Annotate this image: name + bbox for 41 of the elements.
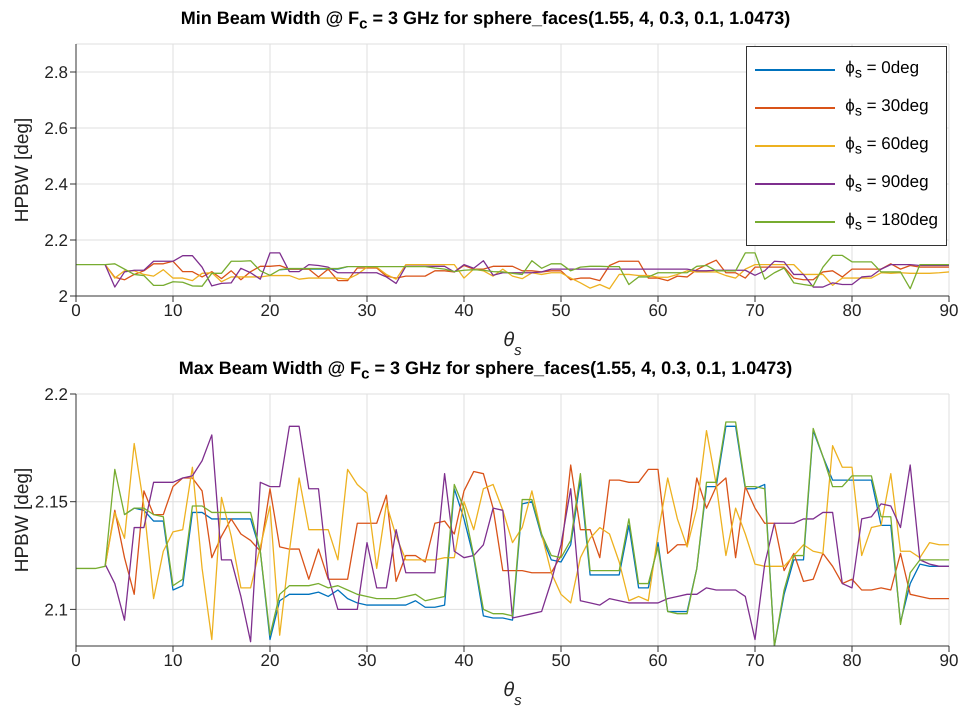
x-tick-label: 50 xyxy=(552,301,570,320)
x-tick-label: 10 xyxy=(164,301,182,320)
x-tick-label: 90 xyxy=(940,651,958,670)
y-tick-label: 2.8 xyxy=(44,63,68,82)
chart-title: Min Beam Width @ F$_{c}$ = 3 GHz for sphere_faces(1.55, 4, 0.3, 0.1, 1.0473) xyxy=(180,8,792,35)
legend-label: ϕ$_{s}$ = 30deg xyxy=(845,96,929,120)
x-tick-label: 60 xyxy=(648,301,668,320)
legend-label: ϕ$_{s}$ = 60deg xyxy=(845,134,929,158)
y-tick-label: 2.2 xyxy=(44,231,68,250)
y-tick-label: 2.1 xyxy=(44,600,68,620)
x-tick-label: 70 xyxy=(746,301,764,320)
x-tick-label: 90 xyxy=(940,301,958,320)
x-tick-label: 30 xyxy=(358,651,376,670)
x-tick-label: 10 xyxy=(164,651,182,670)
x-tick-label: 60 xyxy=(648,651,668,670)
x-tick-label: 80 xyxy=(842,301,862,320)
y-tick-label: 2.15 xyxy=(34,492,68,512)
x-tick-label: 20 xyxy=(260,651,280,670)
x-tick-label: 50 xyxy=(552,651,570,670)
x-tick-label: 20 xyxy=(260,301,280,320)
x-axis-title: θ$_{s}$ xyxy=(503,679,522,708)
line-series xyxy=(104,260,949,282)
line-series xyxy=(104,264,949,290)
x-tick-label: 80 xyxy=(842,651,862,670)
legend-label: ϕ$_{s}$ = 0deg xyxy=(845,58,920,82)
chart-title: Max Beam Width @ F$_{c}$ = 3 GHz for sphere_faces(1.55, 4, 0.3, 0.1, 1.0473) xyxy=(178,358,794,385)
legend-label: ϕ$_{s}$ = 90deg xyxy=(845,172,929,196)
x-tick-label: 70 xyxy=(746,651,764,670)
y-axis-title: HPBW [deg] xyxy=(12,468,33,572)
y-tick-label: 2 xyxy=(58,287,68,306)
y-tick-label: 2.4 xyxy=(44,175,68,194)
x-tick-label: 40 xyxy=(454,301,474,320)
x-tick-label: 30 xyxy=(358,301,376,320)
x-tick-label: 40 xyxy=(454,651,474,670)
x-tick-label: 0 xyxy=(71,651,81,670)
x-axis-title: θ$_{s}$ xyxy=(503,329,522,358)
y-tick-label: 2.2 xyxy=(44,385,68,404)
legend-label: ϕ$_{s}$ = 180deg xyxy=(845,210,938,234)
y-axis-title: HPBW [deg] xyxy=(12,118,33,222)
y-tick-label: 2.6 xyxy=(44,119,68,138)
x-tick-label: 0 xyxy=(71,301,81,320)
